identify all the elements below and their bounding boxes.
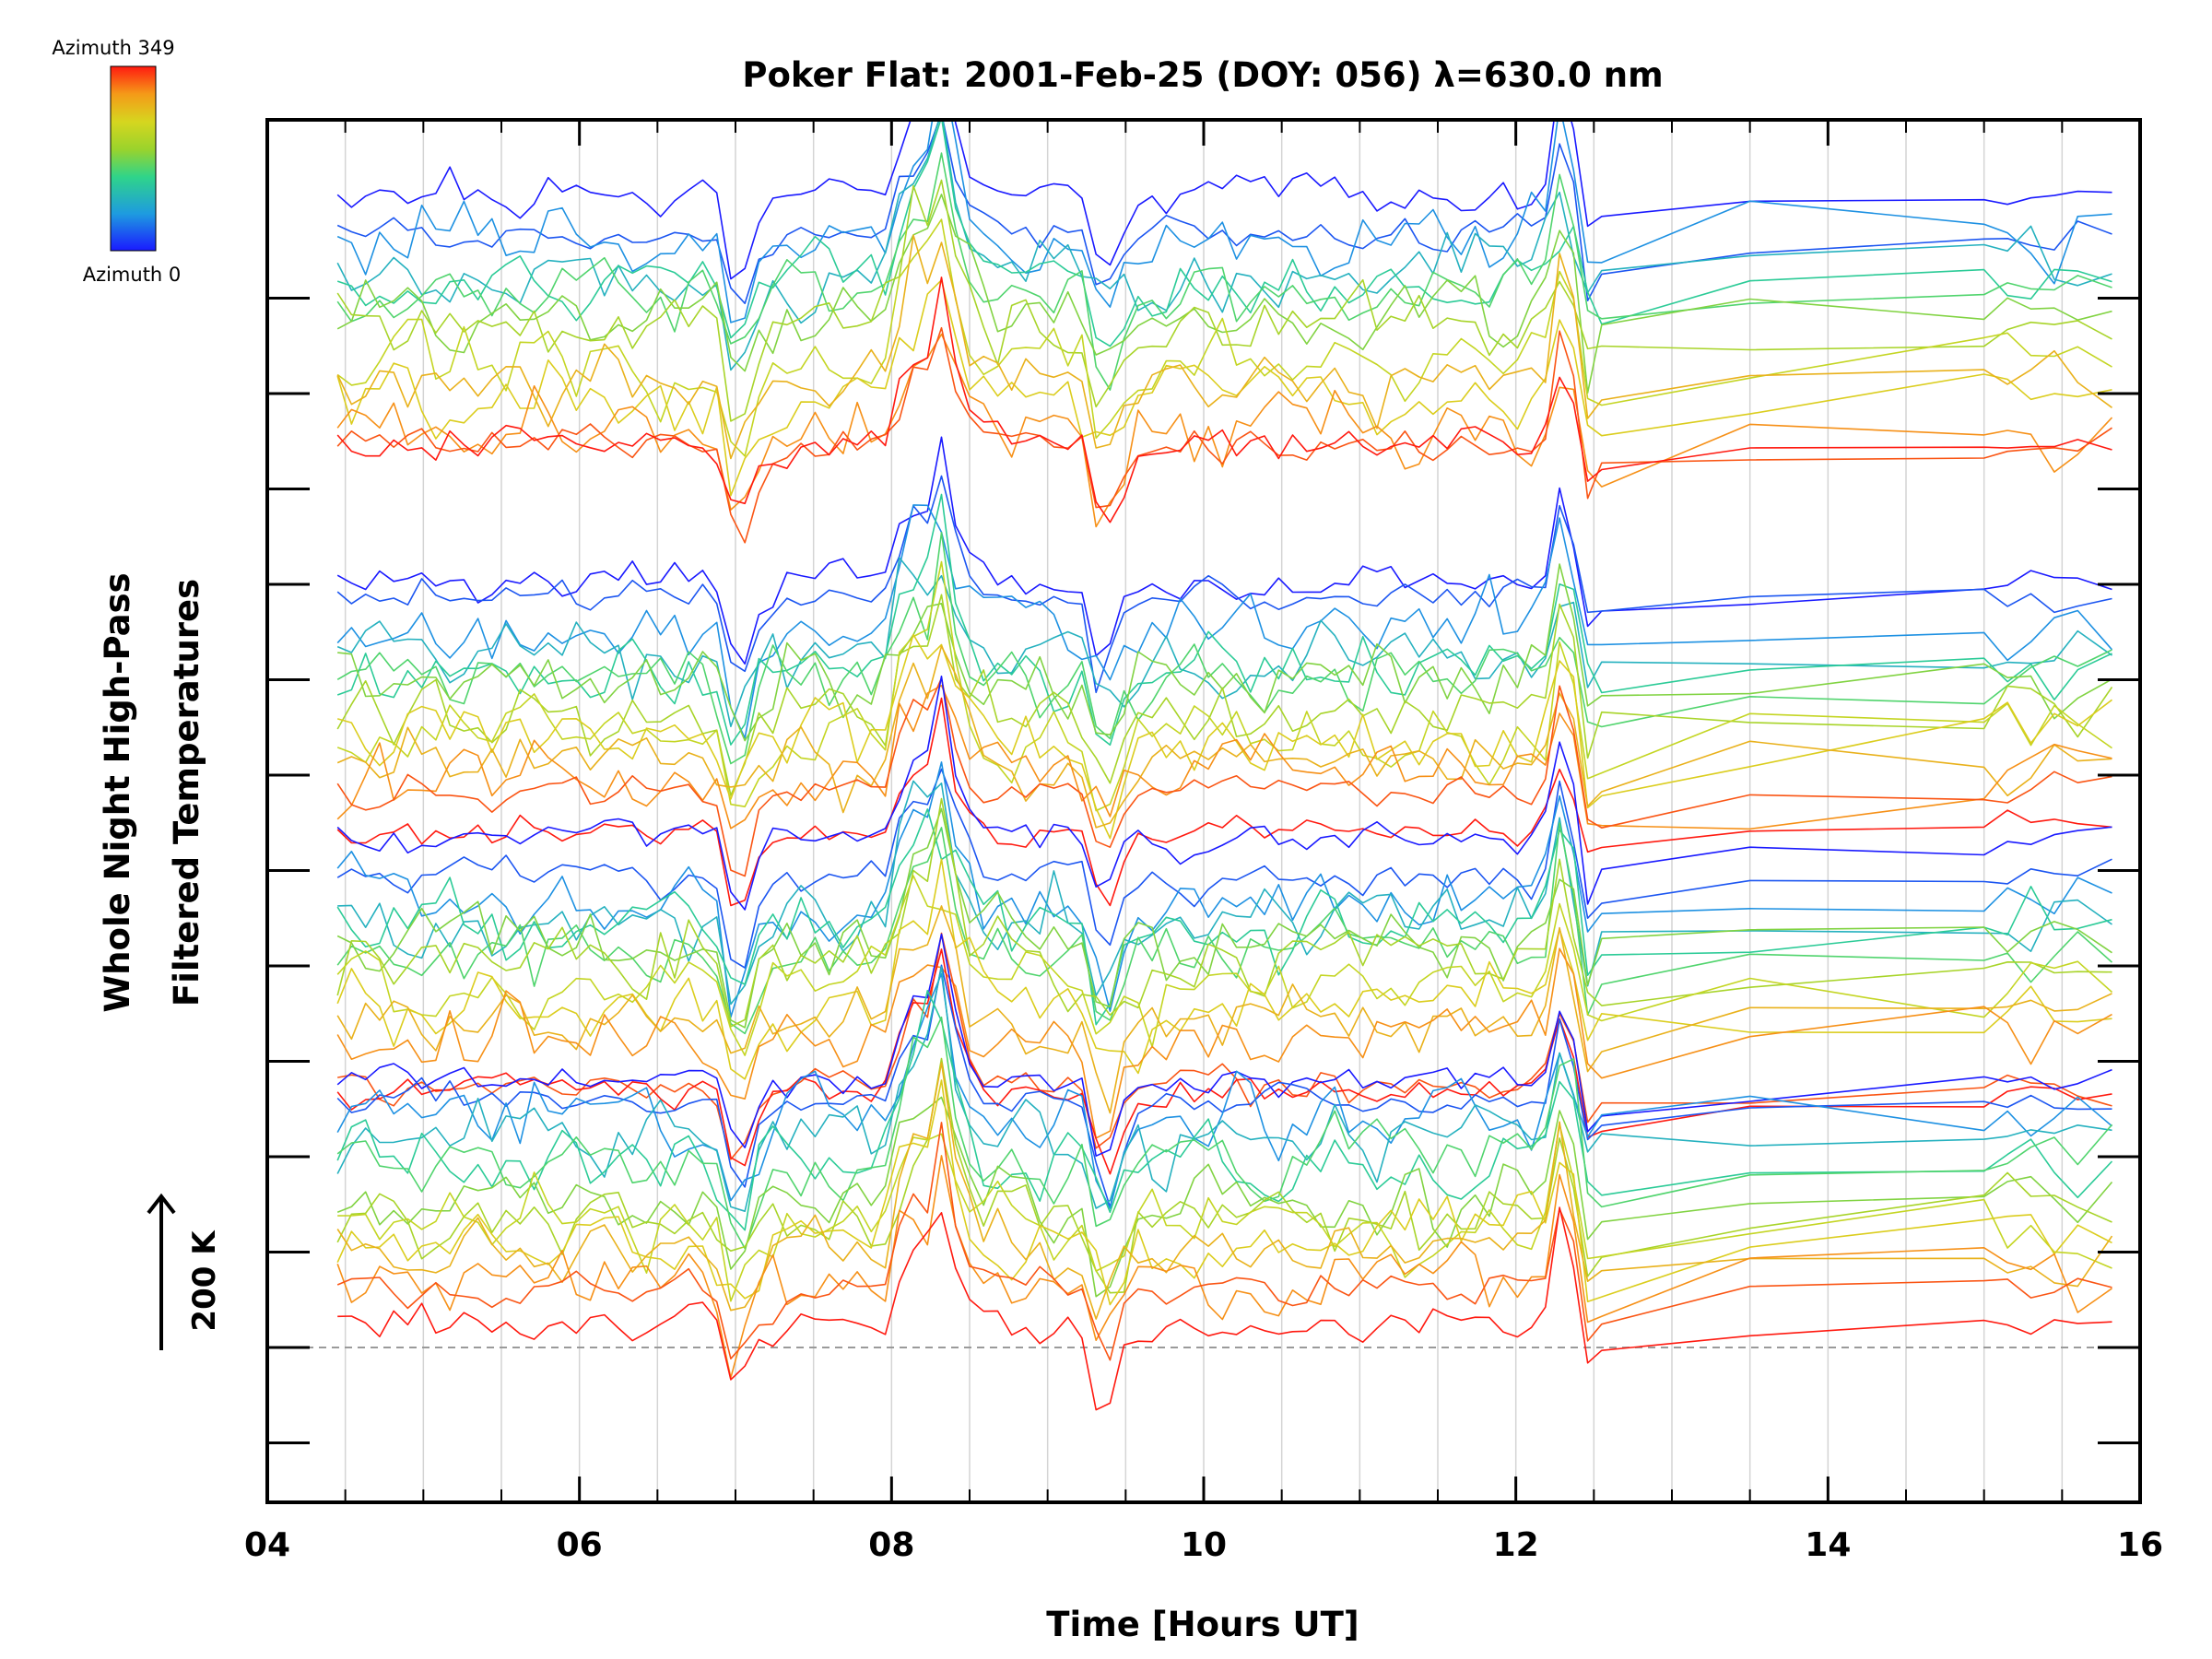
azimuth-series-line — [336, 645, 2112, 829]
azimuth-series-line — [336, 475, 2112, 694]
x-axis: 04 06 08 10 12 14 16 — [244, 120, 2163, 1564]
azimuth-series-line — [336, 933, 2112, 1157]
azimuth-series-line — [336, 1016, 2113, 1250]
azimuth-series-line — [336, 1079, 2112, 1306]
azimuth-series-line — [336, 120, 2112, 280]
azimuth-series-line — [336, 947, 2112, 1139]
azimuth-series-line — [337, 932, 2112, 1160]
colorbar-top-label: Azimuth 349 — [52, 37, 174, 59]
azimuth-series-line — [336, 120, 2112, 305]
azimuth-series-line — [336, 990, 2113, 1231]
y-axis-label-line2: Filtered Temperatures — [167, 579, 206, 1006]
azimuth-series-line — [336, 1062, 2113, 1320]
colorbar: Azimuth 349 Azimuth 0 — [52, 37, 181, 286]
azimuth-series-line — [336, 234, 2112, 460]
azimuth-series-line — [336, 120, 2112, 347]
azimuth-series-line — [336, 905, 2112, 1114]
azimuth-series-line — [336, 504, 2113, 739]
x-axis-label: Time [Hours UT] — [1046, 1605, 1359, 1644]
gridlines — [344, 120, 2064, 1502]
azimuth-series-line — [337, 1124, 2112, 1302]
chart-title: Poker Flat: 2001-Feb-25 (DOY: 056) λ=630… — [742, 55, 1663, 95]
azimuth-series-line — [336, 531, 2112, 765]
azimuth-series-line — [336, 966, 2112, 1212]
azimuth-series-line — [337, 1206, 2112, 1411]
azimuth-series-line — [336, 875, 2113, 1056]
azimuth-series-line — [336, 1155, 2112, 1379]
y-axis — [267, 297, 2140, 1444]
y-axis-label-line1: Whole Night High-Pass — [98, 572, 137, 1012]
azimuth-series-line — [336, 761, 2112, 1018]
azimuth-series-line — [336, 218, 2112, 457]
azimuth-series-line — [336, 278, 2112, 497]
azimuth-series-line — [336, 948, 2112, 1175]
azimuth-series-line — [336, 276, 2112, 524]
azimuth-series-line — [336, 120, 2112, 324]
series-group — [336, 120, 2113, 1411]
azimuth-series-line — [336, 768, 2112, 969]
azimuth-series-line — [336, 179, 2112, 422]
colorbar-gradient — [110, 65, 157, 252]
azimuth-series-line — [336, 557, 2112, 728]
azimuth-series-line — [336, 633, 2112, 840]
azimuth-series-line — [336, 677, 2112, 877]
x-tick-label: 12 — [1493, 1526, 1539, 1564]
azimuth-series-line — [336, 807, 2112, 1029]
azimuth-series-line — [336, 120, 2112, 371]
azimuth-series-line — [336, 797, 2112, 1028]
azimuth-series-line — [336, 152, 2112, 391]
azimuth-series-line — [336, 972, 2113, 1209]
colorbar-bottom-label: Azimuth 0 — [83, 264, 182, 286]
azimuth-series-line — [336, 493, 2112, 747]
azimuth-series-line — [336, 194, 2112, 394]
scale-arrow-label: 200 K — [186, 1230, 223, 1332]
x-tick-label: 16 — [2117, 1526, 2163, 1564]
azimuth-series-line — [337, 780, 2112, 1006]
azimuth-series-line — [336, 594, 2113, 796]
azimuth-series-line — [336, 326, 2112, 544]
azimuth-series-line — [336, 436, 2112, 665]
x-tick-label: 10 — [1181, 1526, 1227, 1564]
azimuth-series-line — [336, 333, 2113, 528]
azimuth-series-line — [337, 563, 2112, 742]
x-tick-label: 08 — [868, 1526, 914, 1564]
x-tick-label: 04 — [244, 1526, 290, 1564]
azimuth-series-line — [336, 1096, 2113, 1298]
x-tick-label: 06 — [557, 1526, 603, 1564]
azimuth-series-line — [336, 808, 2112, 1026]
azimuth-series-line — [336, 964, 2112, 1208]
scale-arrow: 200 K — [147, 1193, 223, 1350]
azimuth-series-line — [336, 858, 2112, 1080]
azimuth-series-line — [336, 675, 2112, 911]
azimuth-series-line — [336, 697, 2112, 907]
azimuth-series-line — [336, 1122, 2112, 1361]
azimuth-series-line — [336, 684, 2112, 830]
x-tick-label: 14 — [1805, 1526, 1851, 1564]
y-axis-label: Whole Night High-Pass Filtered Temperatu… — [98, 572, 206, 1012]
